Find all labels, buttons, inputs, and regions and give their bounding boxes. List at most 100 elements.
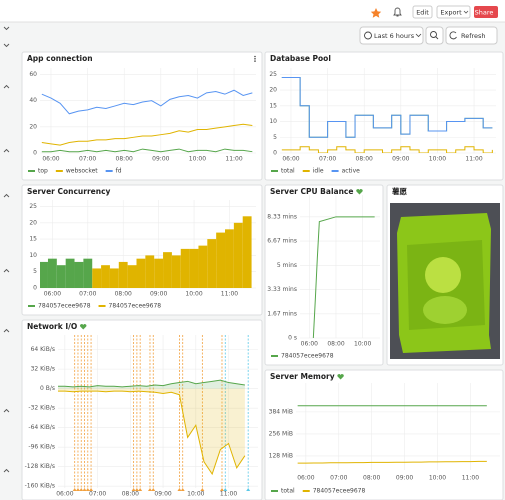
photo-mascot-body	[423, 296, 467, 324]
y-tick-label: 0	[33, 285, 37, 292]
bar	[56, 265, 66, 288]
plot-area	[312, 216, 375, 338]
annotation-marker	[151, 488, 156, 491]
y-tick-label: 1.67 mins	[267, 310, 297, 317]
annotation-marker	[147, 488, 152, 491]
y-tick-label: 5 mins	[277, 262, 297, 269]
y-tick-label: 0 s	[288, 335, 297, 342]
panel-title: Network I/O	[27, 322, 77, 331]
x-tick-label: 07:00	[330, 475, 347, 482]
photo-mascot	[425, 257, 461, 293]
bar	[118, 261, 128, 288]
y-tick-label: 20	[29, 123, 37, 130]
plot-area	[40, 216, 252, 288]
export-button[interactable]	[436, 5, 471, 19]
annotation-marker	[79, 488, 84, 491]
sidebar-chevrons	[3, 26, 10, 473]
panel-title: Database Pool	[270, 54, 331, 63]
series-line	[58, 390, 246, 476]
edit-button[interactable]	[412, 5, 433, 19]
x-tick-label: 08:00	[115, 291, 132, 298]
panel	[21, 51, 263, 181]
annotation-marker	[75, 488, 80, 491]
annotation-marker	[131, 488, 136, 491]
bar	[92, 268, 102, 288]
x-tick-label: 06:00	[282, 156, 299, 163]
time-range-label: Last 6 hours	[374, 32, 415, 40]
plot-area	[41, 89, 253, 153]
bar	[198, 245, 208, 288]
menu-icon	[254, 55, 256, 58]
legend-label: fd	[116, 168, 122, 175]
legend-label: total	[281, 488, 295, 495]
x-tick-label: 09:00	[152, 156, 169, 163]
x-tick-label: 11:00	[462, 475, 479, 482]
x-tick-label: 08:00	[327, 341, 344, 348]
y-tick-label: -160 KiB/s	[25, 483, 55, 490]
time-range-button[interactable]	[359, 26, 424, 45]
x-tick-label: 06:00	[44, 291, 61, 298]
legend-swatch	[28, 305, 35, 307]
refresh-button[interactable]	[445, 26, 498, 45]
y-tick-label: 128 MiB	[269, 452, 293, 459]
legend-swatch	[302, 170, 310, 172]
y-tick-label: 6.67 mins	[267, 238, 297, 245]
x-tick-label: 07:00	[319, 156, 336, 163]
series-line	[312, 216, 375, 338]
legend-swatch	[105, 170, 113, 172]
zoom-button[interactable]	[425, 26, 444, 45]
legend-swatch	[55, 170, 63, 172]
x-tick-label: 10:00	[187, 491, 204, 498]
legend-label: top	[38, 168, 48, 175]
bar	[136, 258, 146, 288]
legend-swatch	[98, 305, 106, 307]
y-tick-label: 20	[269, 87, 277, 94]
x-tick-label: 10:00	[429, 475, 446, 482]
legend-swatch	[271, 490, 278, 492]
annotation-marker	[177, 488, 182, 491]
bar	[180, 248, 190, 288]
legend-swatch	[271, 170, 278, 172]
chevron	[415, 33, 422, 38]
bar	[127, 265, 137, 288]
bar	[207, 239, 217, 288]
x-tick-label: 07:00	[79, 291, 96, 298]
bar	[65, 258, 75, 288]
edit-label: Edit	[416, 9, 429, 17]
star-icon[interactable]	[370, 8, 382, 18]
menu-icon	[254, 60, 256, 62]
bell-icon[interactable]	[393, 7, 402, 17]
y-tick-label: 0	[33, 150, 37, 157]
x-tick-label: 11:00	[225, 156, 242, 163]
panel-title: 薯愿	[391, 186, 407, 196]
bar	[154, 258, 164, 288]
y-tick-label: 5	[273, 134, 277, 141]
x-tick-label: 08:00	[363, 475, 380, 482]
bar	[83, 258, 93, 288]
share-button[interactable]	[474, 6, 498, 18]
menu-icon	[254, 58, 256, 60]
bar	[109, 268, 119, 288]
annotation-marker	[200, 488, 205, 491]
refresh-icon	[449, 31, 457, 40]
clock-icon	[364, 31, 372, 40]
y-tick-label: 10	[29, 252, 37, 259]
health-icon	[337, 374, 344, 380]
bar	[163, 252, 172, 288]
x-tick-label: 07:00	[89, 491, 106, 498]
legend-label: 784057ecee9678	[38, 303, 91, 310]
y-tick-label: -96 KiB/s	[28, 444, 55, 451]
zoom-icon	[430, 31, 437, 38]
y-tick-label: 0 B/s	[40, 385, 55, 392]
annotation-marker	[134, 488, 139, 491]
y-tick-label: -32 KiB/s	[28, 405, 55, 412]
y-tick-label: 25	[29, 203, 37, 210]
legend-label: active	[342, 168, 361, 175]
legend-label: 784057ecee9678	[109, 303, 162, 310]
annotation-marker	[138, 488, 143, 491]
legend-label: 784057ecee9678	[281, 353, 334, 360]
y-tick-label: 10	[269, 118, 277, 125]
bar	[242, 216, 252, 288]
annotation-marker	[223, 488, 228, 491]
